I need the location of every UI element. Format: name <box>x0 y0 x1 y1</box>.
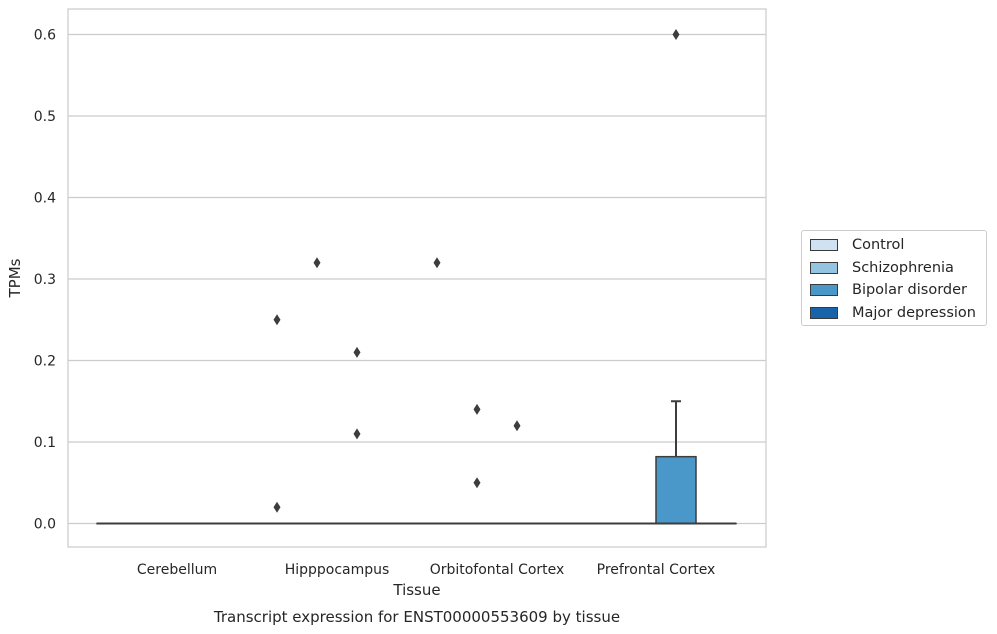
legend-item: Bipolar disorder <box>810 280 967 300</box>
y-axis-label: TPMs <box>6 258 24 298</box>
legend-label: Control <box>852 237 905 253</box>
plot-area-frame <box>67 8 767 548</box>
y-tick-label: 0.3 <box>34 272 56 288</box>
box-bipolar-disorder <box>496 420 538 525</box>
legend-swatch <box>810 306 838 319</box>
box-schizophrenia <box>456 403 498 525</box>
box-control <box>416 257 458 525</box>
x-tick-label: Prefrontal Cortex <box>597 562 716 578</box>
gridlines <box>68 33 766 525</box>
y-tick-label: 0.2 <box>34 354 56 370</box>
box-schizophrenia <box>296 257 338 525</box>
legend-swatch <box>810 239 838 251</box>
y-tick-label: 0.4 <box>34 191 56 207</box>
outlier-point <box>473 403 481 415</box>
outlier-point <box>353 346 361 358</box>
outlier-point <box>273 314 281 326</box>
box-bipolar-disorder <box>336 346 378 525</box>
legend-swatch <box>810 284 838 296</box>
legend-item: Major depression <box>810 303 976 323</box>
box-control <box>256 314 298 525</box>
outlier-point <box>353 428 361 440</box>
y-tick-label: 0.0 <box>34 517 56 533</box>
outlier-point <box>433 257 441 269</box>
x-tick-label: Orbitofontal Cortex <box>430 562 565 578</box>
chart-title: Transcript expression for ENST0000055360… <box>213 608 620 626</box>
y-tick-label: 0.5 <box>34 109 56 125</box>
outlier-point <box>672 29 680 40</box>
legend-label: Major depression <box>852 304 976 321</box>
y-tick-label: 0.1 <box>34 435 56 451</box>
outlier-point <box>273 501 281 513</box>
legend-label: Bipolar disorder <box>852 282 967 298</box>
box-bipolar-disorder <box>655 29 697 525</box>
legend-swatch <box>810 261 838 274</box>
outlier-point <box>473 477 481 489</box>
x-tick-label: Cerebellum <box>137 562 217 578</box>
legend-item: Schizophrenia <box>810 258 954 278</box>
x-tick-label: Hipppocampus <box>285 562 390 578</box>
legend-label: Schizophrenia <box>852 259 954 276</box>
y-tick-label: 0.6 <box>34 28 56 44</box>
x-axis-label: Tissue <box>392 581 440 599</box>
legend-item: Control <box>810 235 904 255</box>
x-axis-ticks: Cerebellum Hipppocampus Orbitofontal Corte… <box>137 562 715 578</box>
outlier-point <box>513 420 521 432</box>
outlier-point <box>313 257 321 269</box>
y-axis-ticks: 0.0 0.1 0.2 0.3 0.4 0.5 0.6 <box>34 28 56 533</box>
legend: Control Schizophrenia Bipolar disorder Majo… <box>801 230 987 326</box>
box-plots <box>96 29 737 525</box>
